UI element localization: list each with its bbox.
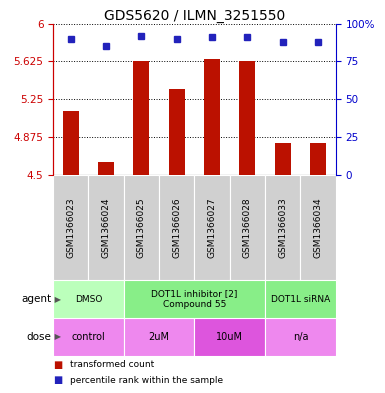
Bar [204, 59, 220, 175]
Bar [265, 318, 336, 356]
Text: ■: ■ [53, 360, 62, 370]
Text: DOT1L siRNA: DOT1L siRNA [271, 295, 330, 303]
Text: GSM1366033: GSM1366033 [278, 197, 287, 258]
Text: DOT1L inhibitor [2]
Compound 55: DOT1L inhibitor [2] Compound 55 [151, 289, 238, 309]
Text: 2uM: 2uM [149, 332, 170, 342]
Text: transformed count: transformed count [70, 360, 155, 369]
Text: 10uM: 10uM [216, 332, 243, 342]
Bar [159, 175, 194, 280]
Text: GSM1366025: GSM1366025 [137, 197, 146, 258]
Bar [265, 280, 336, 318]
Text: dose: dose [26, 332, 51, 342]
Bar [265, 175, 300, 280]
Bar [300, 175, 336, 280]
Bar [89, 175, 124, 280]
Bar [230, 175, 265, 280]
Text: ▶: ▶ [52, 332, 61, 342]
Bar [53, 318, 124, 356]
Text: control: control [72, 332, 105, 342]
Text: n/a: n/a [293, 332, 308, 342]
Bar [98, 162, 114, 175]
Bar [53, 175, 89, 280]
Bar [53, 280, 124, 318]
Text: ▶: ▶ [52, 295, 61, 303]
Text: DMSO: DMSO [75, 295, 102, 303]
Text: GSM1366024: GSM1366024 [102, 197, 110, 257]
Bar [124, 280, 265, 318]
Bar [134, 61, 149, 175]
Text: GSM1366026: GSM1366026 [172, 197, 181, 258]
Bar [124, 175, 159, 280]
Bar [275, 143, 291, 175]
Text: ■: ■ [53, 375, 62, 386]
Text: agent: agent [21, 294, 51, 304]
Bar [169, 89, 185, 175]
Bar [239, 61, 255, 175]
Bar [310, 143, 326, 175]
Text: GSM1366023: GSM1366023 [66, 197, 75, 258]
Text: GSM1366034: GSM1366034 [313, 197, 323, 258]
Text: GSM1366028: GSM1366028 [243, 197, 252, 258]
Title: GDS5620 / ILMN_3251550: GDS5620 / ILMN_3251550 [104, 9, 285, 22]
Text: GSM1366027: GSM1366027 [208, 197, 217, 258]
Text: percentile rank within the sample: percentile rank within the sample [70, 376, 224, 385]
Bar [63, 111, 79, 175]
Bar [124, 318, 194, 356]
Bar [194, 175, 230, 280]
Bar [194, 318, 265, 356]
